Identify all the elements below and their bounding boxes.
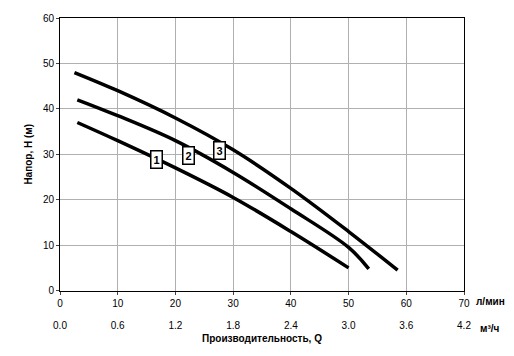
svg-text:3: 3 bbox=[217, 145, 223, 157]
svg-text:10: 10 bbox=[112, 298, 124, 309]
svg-text:1.2: 1.2 bbox=[168, 320, 182, 331]
svg-text:1: 1 bbox=[154, 154, 160, 166]
svg-text:10: 10 bbox=[43, 240, 55, 251]
svg-text:3.6: 3.6 bbox=[399, 320, 413, 331]
svg-text:30: 30 bbox=[43, 149, 55, 160]
svg-text:20: 20 bbox=[170, 298, 182, 309]
svg-text:л/мин: л/мин bbox=[476, 296, 505, 307]
svg-text:50: 50 bbox=[43, 58, 55, 69]
svg-text:4.2: 4.2 bbox=[457, 320, 471, 331]
svg-text:60: 60 bbox=[43, 13, 55, 24]
svg-text:20: 20 bbox=[43, 194, 55, 205]
svg-text:30: 30 bbox=[228, 298, 240, 309]
svg-text:0: 0 bbox=[57, 298, 63, 309]
svg-text:2: 2 bbox=[186, 150, 192, 162]
svg-text:40: 40 bbox=[285, 298, 297, 309]
svg-text:3.0: 3.0 bbox=[342, 320, 356, 331]
svg-text:м³/ч: м³/ч bbox=[480, 323, 500, 334]
svg-text:70: 70 bbox=[458, 298, 470, 309]
svg-text:Напор, H (м): Напор, H (м) bbox=[23, 124, 34, 185]
svg-text:0: 0 bbox=[48, 285, 54, 296]
svg-text:0.6: 0.6 bbox=[111, 320, 125, 331]
svg-text:Производительность, Q: Производительность, Q bbox=[202, 333, 322, 344]
svg-text:2.4: 2.4 bbox=[284, 320, 298, 331]
svg-text:40: 40 bbox=[43, 103, 55, 114]
svg-text:60: 60 bbox=[401, 298, 413, 309]
svg-text:0.0: 0.0 bbox=[53, 320, 67, 331]
svg-text:1.8: 1.8 bbox=[226, 320, 240, 331]
svg-text:50: 50 bbox=[343, 298, 355, 309]
